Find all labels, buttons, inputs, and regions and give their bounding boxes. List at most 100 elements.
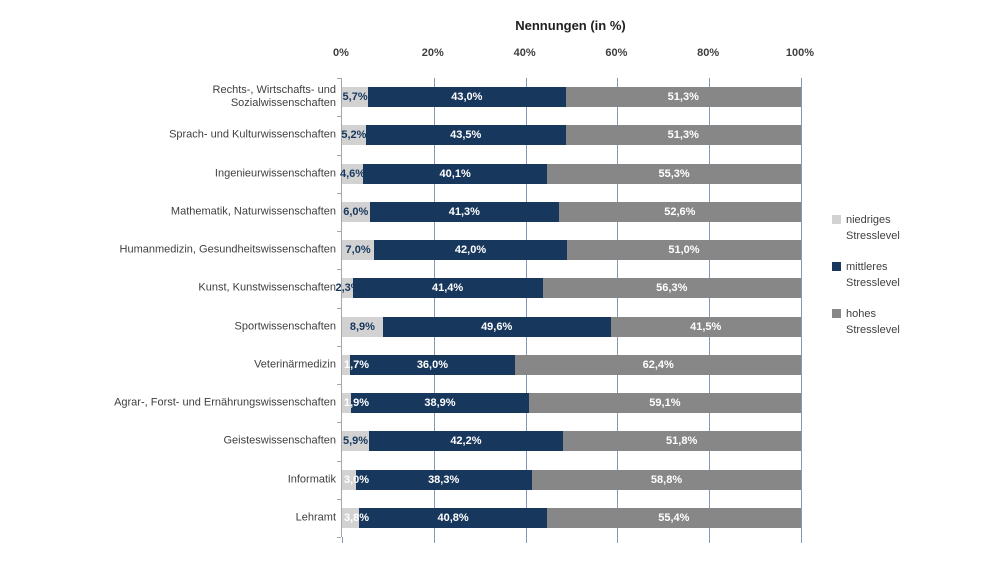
bar-segment-niedriges (342, 469, 356, 490)
bar-segment-hohes: 62,4% (515, 354, 802, 375)
legend-swatch-icon (832, 262, 841, 271)
bar-segment-hohes: 56,3% (542, 278, 801, 299)
category-label: Kunst, Kunstwissenschaften (198, 281, 336, 294)
data-label: 51,0% (668, 244, 700, 257)
data-label: 41,5% (690, 320, 722, 333)
category-label: Lehramt (295, 511, 336, 524)
bar-segment-hohes: 58,8% (531, 469, 802, 490)
bar-segment-hohes: 51,3% (565, 87, 801, 108)
gridline (801, 78, 802, 537)
category-label: Rechts-, Wirtschafts- und Sozialwissensch… (212, 84, 336, 110)
bar-segment-niedriges (342, 125, 366, 146)
bar-row: 42,0% 51,0% (342, 240, 801, 261)
bar-row: 49,6% 41,5% (342, 316, 801, 337)
data-label: 6,0% (343, 205, 369, 218)
data-label: 51,3% (667, 129, 699, 142)
data-label: 1,7% (344, 358, 370, 371)
category-axis-tick (337, 193, 341, 194)
bar-segment-niedriges (342, 87, 369, 108)
category-label: Sprach- und Kulturwissenschaften (169, 128, 336, 141)
category-axis-tick (337, 78, 341, 79)
data-label: 62,4% (642, 358, 674, 371)
category-axis-tick (337, 537, 341, 538)
data-label: 3,8% (344, 511, 370, 524)
x-axis-tick-label: 80% (697, 47, 720, 59)
data-label: 5,7% (342, 91, 368, 104)
bar-segment-hohes: 55,3% (547, 163, 801, 184)
bar-segment-mittleres: 40,8% (359, 507, 547, 528)
data-label: 40,1% (439, 167, 471, 180)
axis-tick (617, 537, 618, 543)
category-label: Veterinärmedizin (254, 358, 336, 371)
x-axis-tick-label: 100% (785, 47, 815, 59)
data-label: 38,9% (424, 397, 456, 410)
bar-segment-mittleres: 49,6% (382, 316, 611, 337)
data-label: 7,0% (345, 244, 371, 257)
category-label: Geisteswissenschaften (223, 434, 337, 447)
data-label: 3,0% (344, 473, 370, 486)
chart-title: Nennungen (in %) (515, 18, 626, 33)
category-label: Sportwissenschaften (234, 320, 337, 333)
bar-row: 40,1% 55,3% (342, 163, 801, 184)
bar-row: 41,3% 52,6% (342, 201, 801, 222)
data-label: 5,2% (341, 129, 367, 142)
category-label: Ingenieurwissenschaften (214, 167, 336, 180)
data-label: 4,6% (340, 167, 366, 180)
data-label: 2,3% (335, 282, 361, 295)
bar-row: 38,3% 58,8% (342, 469, 802, 490)
category-axis-tick (337, 116, 341, 117)
gridline (617, 78, 618, 537)
bar-segment-mittleres: 38,3% (355, 469, 532, 490)
bar-row: 43,5% 51,3% (342, 125, 801, 146)
data-label: 55,3% (658, 167, 690, 180)
category-axis-tick (337, 269, 341, 270)
data-label: 42,2% (450, 435, 482, 448)
data-label: 58,8% (650, 473, 683, 486)
legend-label: mittleres Stresslevel (846, 261, 900, 289)
bar-segment-mittleres: 36,0% (349, 354, 516, 375)
bar-segment-mittleres: 42,0% (374, 240, 567, 261)
category-label: Mathematik, Naturwissenschaften (170, 205, 336, 218)
bar-segment-niedriges (342, 316, 383, 337)
axis-tick (709, 537, 710, 543)
x-axis-tick-label: 60% (605, 47, 628, 59)
data-label: 41,3% (448, 205, 480, 218)
bar-row: 36,0% 62,4% (342, 354, 802, 375)
data-label: 56,3% (656, 282, 688, 295)
legend: niedriges Stresslevel mittleres Stresslevel… (832, 212, 900, 353)
bar-row: 42,2% 51,8% (342, 431, 801, 452)
data-label: 8,9% (349, 320, 375, 333)
bar-segment-niedriges (342, 201, 370, 222)
category-axis: Rechts-, Wirtschafts- und Sozialwissensch… (58, 78, 336, 537)
bar-segment-niedriges (342, 278, 353, 299)
bar-row: 43,0% 51,3% (342, 87, 801, 108)
data-label: 43,0% (451, 91, 483, 104)
gridline (709, 78, 710, 537)
legend-item: hohes Stresslevel (832, 306, 900, 338)
data-label: 51,3% (667, 91, 699, 104)
data-label: 49,6% (481, 320, 513, 333)
bar-segment-mittleres: 41,3% (369, 201, 560, 222)
category-axis-tick (337, 499, 341, 500)
x-axis-tick-label: 20% (421, 47, 444, 59)
legend-item: niedriges Stresslevel (832, 212, 900, 244)
axis-tick (526, 537, 527, 543)
legend-label: hohes Stresslevel (846, 308, 900, 336)
category-label: Humanmedizin, Gesundheitswissenschaften (119, 243, 336, 256)
category-label: Informatik (287, 473, 336, 486)
bar-segment-niedriges (342, 163, 364, 184)
data-label: 55,4% (658, 511, 690, 524)
bar-segment-hohes: 51,0% (566, 240, 801, 261)
axis-tick (342, 537, 343, 543)
bar-segment-mittleres: 43,5% (365, 125, 566, 146)
data-label: 59,1% (649, 397, 681, 410)
bar-segment-mittleres: 41,4% (352, 278, 543, 299)
data-label: 38,3% (428, 473, 460, 486)
bar-row: 38,9% 59,1% (342, 393, 801, 414)
bar-segment-hohes: 51,3% (565, 125, 801, 146)
bar-segment-niedriges (342, 507, 360, 528)
legend-item: mittleres Stresslevel (832, 259, 900, 291)
axis-tick (801, 537, 802, 543)
gridline (434, 78, 435, 537)
